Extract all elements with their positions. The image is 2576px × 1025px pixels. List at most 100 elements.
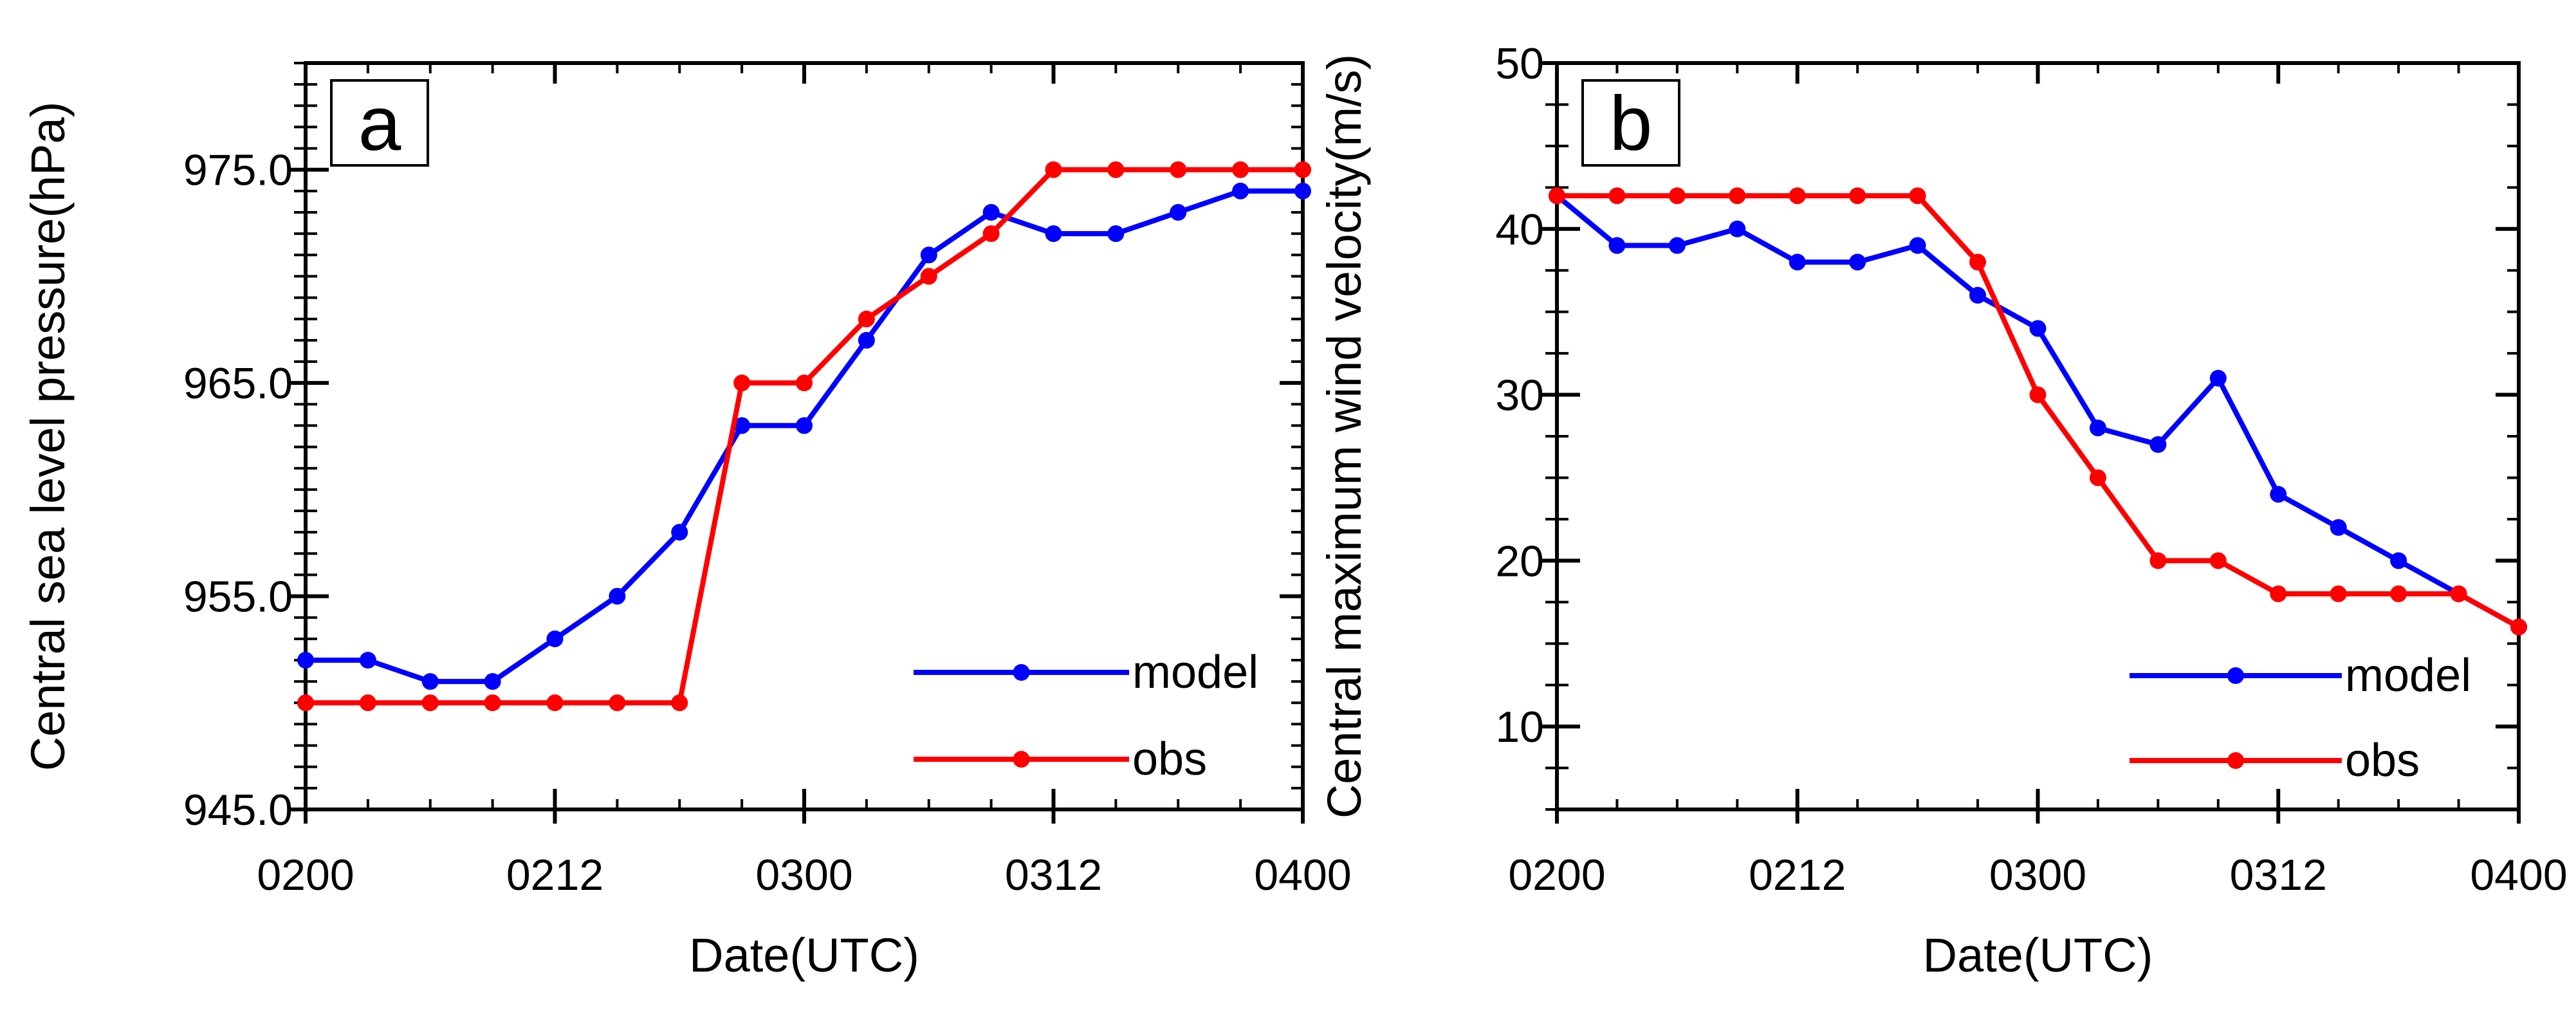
data-point-model <box>1045 225 1062 243</box>
panel-label: b <box>1610 80 1653 167</box>
panel-label: a <box>358 80 401 167</box>
series-obs <box>297 161 1311 712</box>
data-point-obs <box>1107 161 1125 178</box>
data-point-obs <box>858 310 875 328</box>
legend-item-model: model <box>914 647 1258 698</box>
y-axis-label: Central maximum wind velocity(m/s) <box>1318 54 1371 818</box>
data-point-obs <box>1909 187 1926 205</box>
y-tick-label: 965.0 <box>183 359 293 408</box>
y-tick-label: 50 <box>1495 39 1544 88</box>
y-tick-label: 30 <box>1495 371 1544 420</box>
y-tick-label: 975.0 <box>183 146 293 195</box>
data-point-obs <box>421 694 439 712</box>
data-point-obs <box>982 225 1000 243</box>
series-line-model <box>1555 194 2520 629</box>
x-tick-label: 0212 <box>1749 851 1846 900</box>
data-point-model <box>2270 486 2287 503</box>
x-tick-label: 0312 <box>2230 851 2327 900</box>
data-point-model <box>1969 286 1987 304</box>
legend-swatch-marker <box>1013 751 1030 768</box>
x-axis-label: Date(UTC) <box>1923 928 2153 982</box>
legend-item-obs: obs <box>2130 735 2420 786</box>
data-point-obs <box>2510 618 2527 636</box>
data-point-model <box>796 417 813 434</box>
x-tick-label: 0300 <box>755 851 852 900</box>
chart-panel-b: 10 20 30 40 50 0200 0212 0300 0312 0400 Date(UTC) C… <box>1318 39 2568 982</box>
data-point-obs <box>359 694 376 712</box>
data-point-obs <box>2209 552 2227 569</box>
data-point-obs <box>2390 585 2407 602</box>
y-tick-label: 10 <box>1495 703 1544 752</box>
data-point-obs <box>1170 161 1187 178</box>
data-point-obs <box>671 694 688 712</box>
data-point-obs <box>2330 585 2347 602</box>
y-tick-label: 955.0 <box>183 573 293 622</box>
series-line-obs <box>306 167 1303 706</box>
y-tick-label: 20 <box>1495 537 1544 586</box>
data-point-model <box>2209 369 2227 387</box>
data-point-model <box>1608 237 1626 254</box>
data-point-obs <box>1969 254 1987 271</box>
legend-label: obs <box>2345 735 2420 786</box>
y-tick-label: 40 <box>1495 205 1544 254</box>
data-point-model <box>858 331 875 349</box>
data-point-model <box>1909 237 1926 254</box>
data-point-obs <box>546 694 564 712</box>
data-point-obs <box>2270 585 2287 602</box>
data-point-obs <box>1294 161 1311 178</box>
panel-label-box <box>330 79 429 167</box>
x-axis-label: Date(UTC) <box>689 928 919 982</box>
legend-label: obs <box>1132 734 1207 785</box>
data-point-obs <box>1849 187 1866 205</box>
legend-item-model: model <box>2130 650 2471 701</box>
data-point-model <box>546 630 564 647</box>
data-point-model <box>1668 237 1686 254</box>
data-point-model <box>671 524 688 541</box>
legend: model obs <box>914 647 1258 785</box>
data-point-obs <box>2029 386 2047 403</box>
x-tick-label: 0400 <box>1254 851 1351 900</box>
data-point-obs <box>297 694 314 712</box>
chart-panel-a: 945.0 955.0 965.0 975.0 0200 0212 0300 0312 0400… <box>21 61 1352 982</box>
data-point-model <box>1789 254 1806 271</box>
data-point-model <box>1294 182 1311 199</box>
data-point-model <box>2089 420 2106 437</box>
legend-item-obs: obs <box>914 734 1207 785</box>
data-point-model <box>2330 519 2347 536</box>
series-line-obs <box>1557 193 2520 629</box>
x-tick-label: 0212 <box>506 851 603 900</box>
data-point-model <box>1849 254 1866 271</box>
x-tick-label: 0200 <box>257 851 354 900</box>
data-point-obs <box>1789 187 1806 205</box>
data-point-obs <box>1729 187 1746 205</box>
data-point-obs <box>796 374 813 392</box>
legend-swatch-marker <box>2227 667 2244 684</box>
series-line-model <box>306 188 1303 685</box>
legend-label: model <box>2345 650 2471 701</box>
data-point-obs <box>2149 552 2167 569</box>
data-point-obs <box>1549 187 1565 205</box>
data-point-model <box>733 417 751 434</box>
data-point-model <box>2390 552 2407 569</box>
legend-label: model <box>1132 647 1258 698</box>
data-point-obs <box>609 694 626 712</box>
data-point-obs <box>2089 469 2106 486</box>
legend-swatch-marker <box>2227 752 2244 769</box>
data-point-model <box>920 246 937 264</box>
x-tick-label: 0400 <box>2470 851 2567 900</box>
data-point-obs <box>2450 585 2467 602</box>
data-point-model <box>359 652 376 669</box>
series-model <box>1549 187 2527 636</box>
x-tick-label: 0300 <box>1989 851 2086 900</box>
data-point-obs <box>1232 161 1249 178</box>
panel-label-box <box>1581 79 1680 167</box>
data-point-model <box>982 204 1000 221</box>
data-point-obs <box>733 374 751 392</box>
legend-swatch-marker <box>1013 664 1030 681</box>
data-point-model <box>1170 204 1187 221</box>
data-point-model <box>1107 225 1125 243</box>
y-axis-label: Central sea level pressure(hPa) <box>21 102 75 771</box>
data-point-model <box>609 587 626 605</box>
